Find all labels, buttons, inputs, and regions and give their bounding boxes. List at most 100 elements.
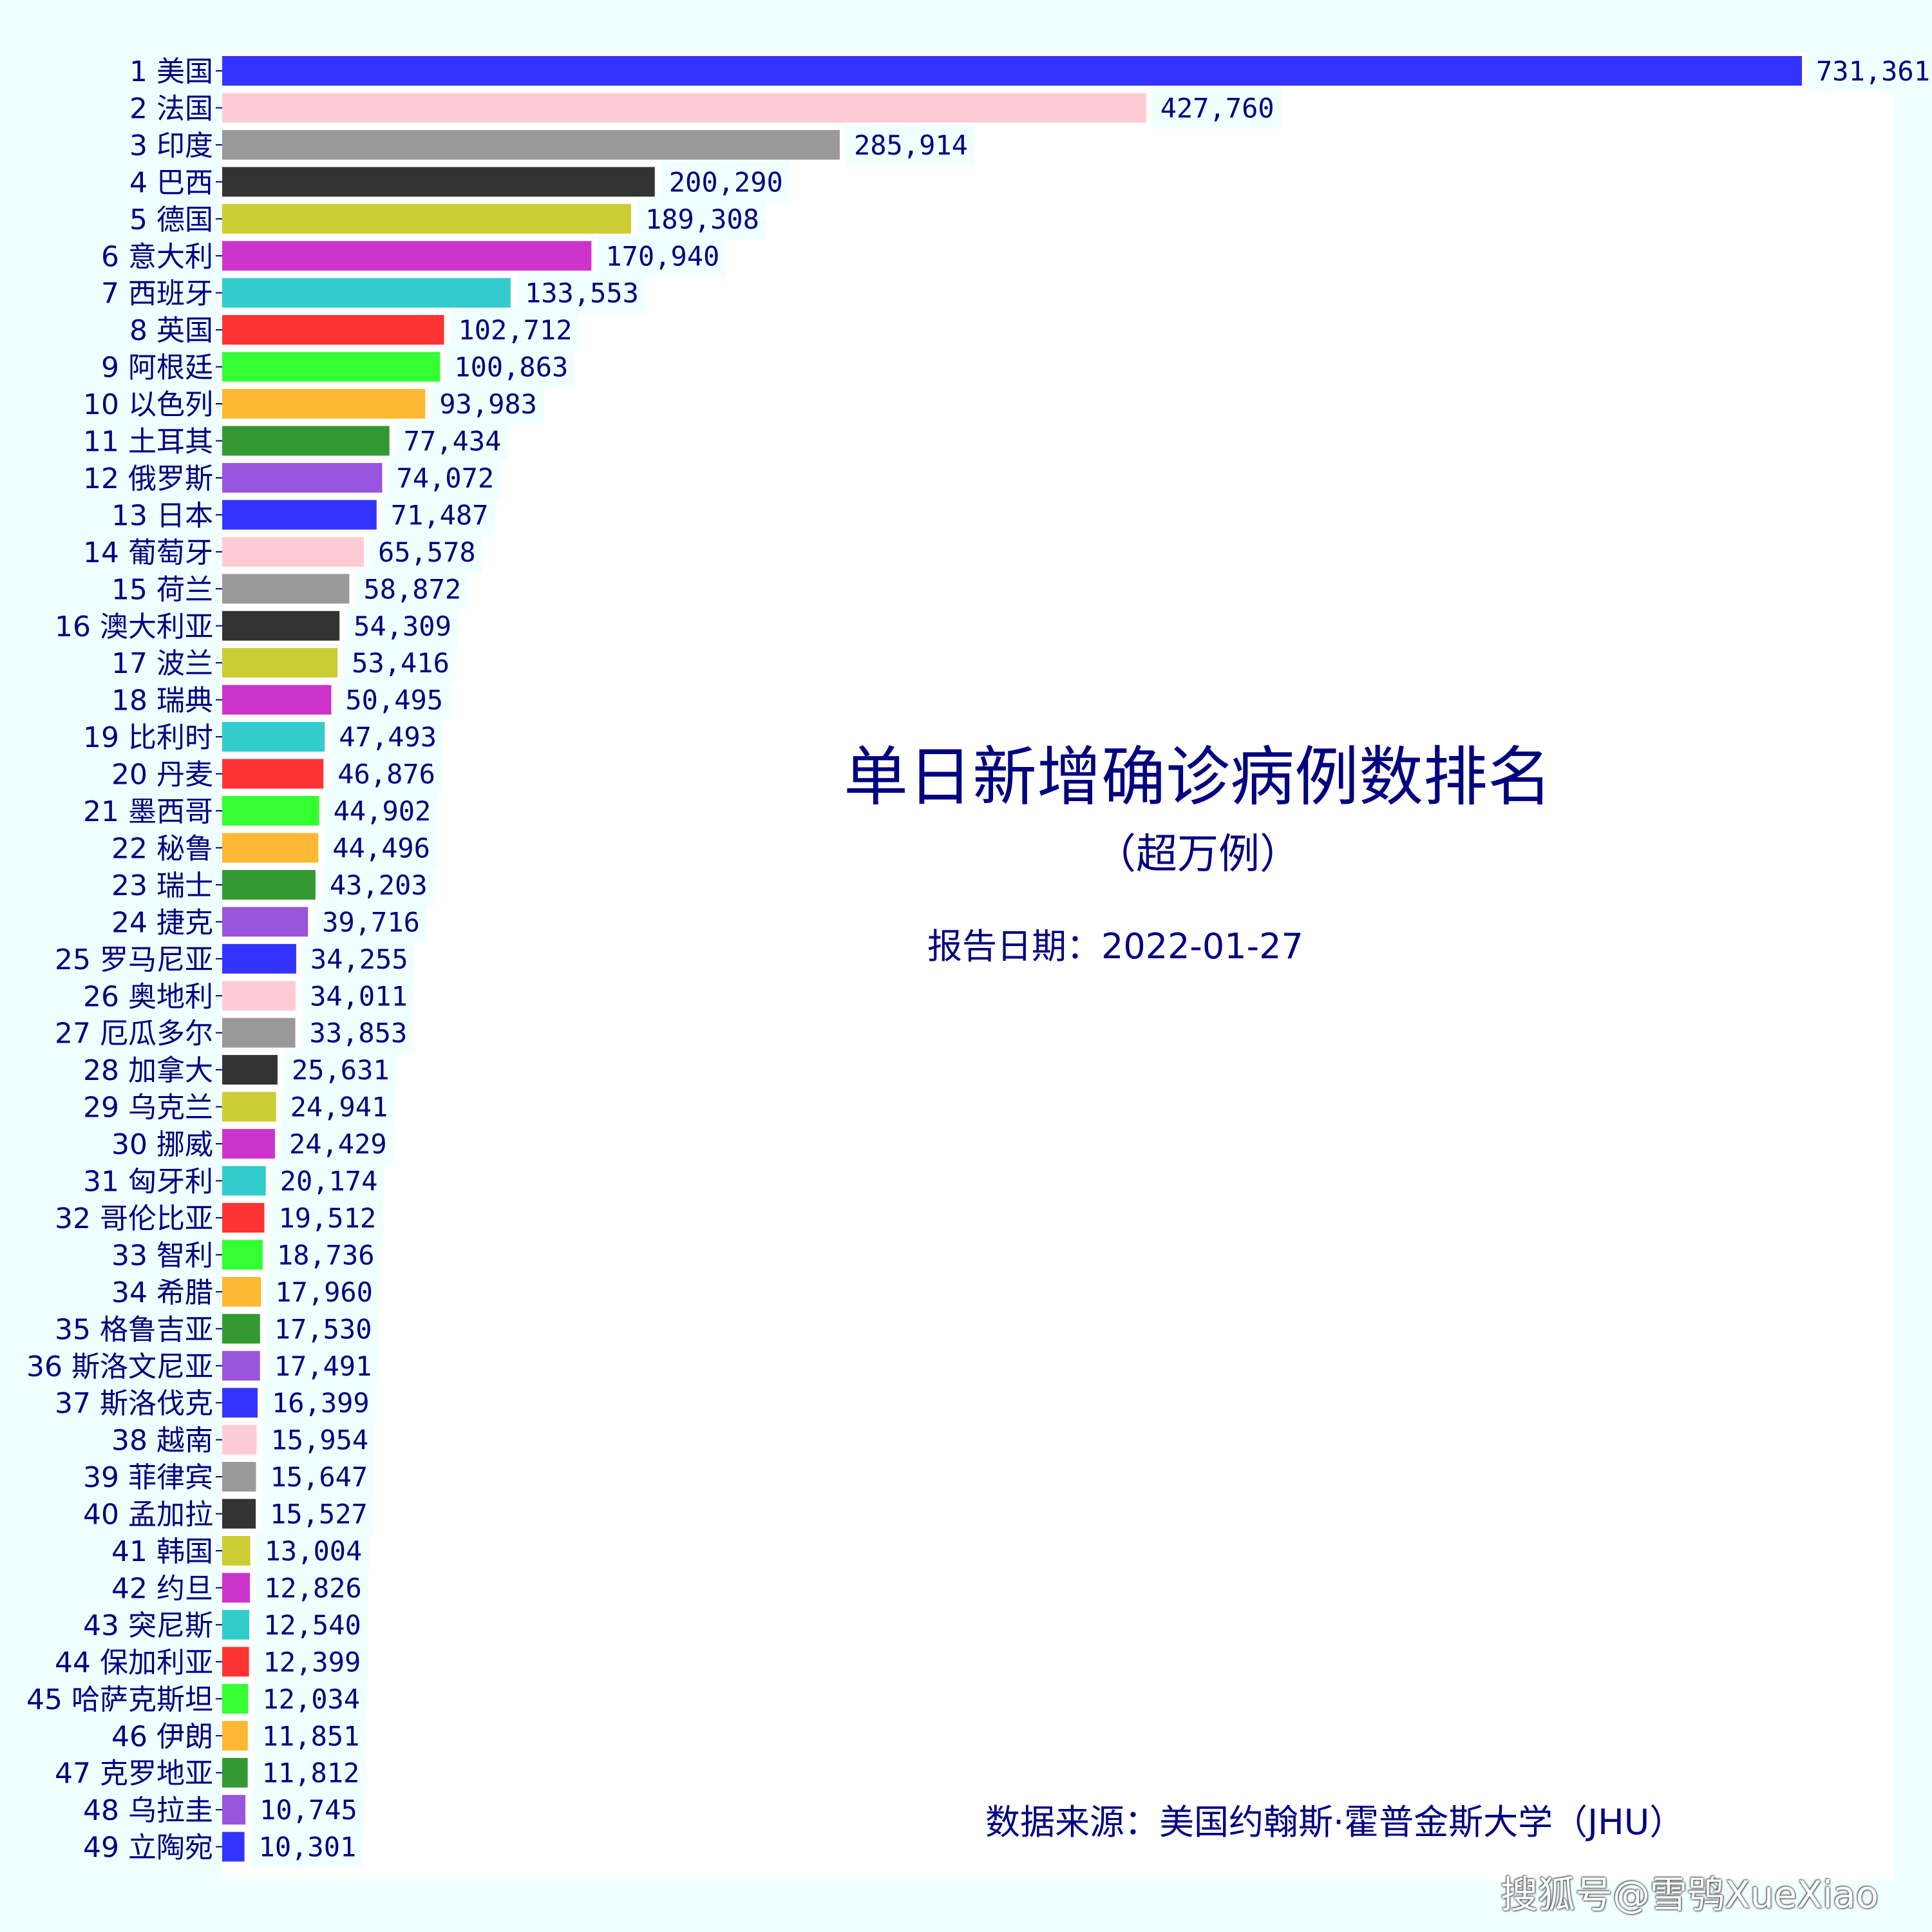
data-label: 53,416 xyxy=(352,647,450,679)
data-label-background xyxy=(325,827,437,869)
data-label: 100,863 xyxy=(454,352,568,383)
data-label-background xyxy=(661,161,790,203)
y-tick-label: 48 乌拉圭 xyxy=(83,1794,213,1827)
data-label: 19,512 xyxy=(278,1202,376,1234)
data-label-background xyxy=(263,1419,375,1461)
bar xyxy=(222,1795,246,1825)
bar xyxy=(222,1276,261,1307)
y-tick-label: 45 哈萨克斯坦 xyxy=(26,1683,213,1716)
bar xyxy=(222,352,440,382)
bar xyxy=(222,1721,248,1751)
data-label-background xyxy=(331,716,444,758)
bar xyxy=(222,943,296,974)
data-label-background xyxy=(346,605,459,647)
bar xyxy=(222,1055,278,1085)
data-label: 13,004 xyxy=(265,1535,363,1567)
data-label: 731,361 xyxy=(1816,55,1930,87)
data-label: 39,716 xyxy=(322,906,420,938)
data-label-background xyxy=(269,1234,381,1276)
data-label-background xyxy=(355,568,468,610)
y-tick-label: 10 以色列 xyxy=(83,388,213,421)
bar xyxy=(222,1388,258,1418)
bar xyxy=(222,907,308,937)
data-label-background xyxy=(337,679,450,721)
report-date: 报告日期：2022-01-27 xyxy=(927,918,1303,969)
data-label-background xyxy=(266,1345,379,1387)
y-tick-label: 16 澳大利亚 xyxy=(55,611,213,643)
data-label-background xyxy=(598,235,726,277)
data-label-background xyxy=(446,346,575,388)
data-label: 12,540 xyxy=(263,1609,361,1641)
y-tick-label: 22 秘鲁 xyxy=(111,832,213,865)
data-label-background xyxy=(267,1271,380,1312)
data-label-background xyxy=(272,1160,384,1202)
bar xyxy=(222,981,296,1011)
bar xyxy=(222,1425,257,1455)
bar xyxy=(222,1683,249,1714)
bar xyxy=(222,93,1146,123)
data-label: 189,308 xyxy=(645,204,759,235)
y-tick-label: 36 斯洛文尼亚 xyxy=(26,1350,213,1383)
bar xyxy=(222,500,377,530)
data-label: 24,429 xyxy=(289,1128,387,1160)
y-tick-label: 13 日本 xyxy=(111,499,213,532)
bar xyxy=(222,1647,249,1677)
bar xyxy=(222,1757,248,1788)
data-label-background xyxy=(256,1530,369,1571)
y-tick-label: 18 瑞典 xyxy=(111,685,213,717)
data-label: 47,493 xyxy=(339,721,437,753)
data-label: 15,647 xyxy=(270,1461,368,1493)
y-tick-label: 34 希腊 xyxy=(111,1276,213,1309)
data-label-background xyxy=(301,1012,414,1054)
y-tick-label: 3 印度 xyxy=(129,129,213,162)
data-label-background xyxy=(450,309,579,351)
bar xyxy=(222,204,631,234)
data-label: 15,527 xyxy=(270,1499,368,1530)
y-tick-label: 17 波兰 xyxy=(111,647,213,680)
y-tick-label: 46 伊朗 xyxy=(111,1720,213,1753)
bar xyxy=(222,685,332,715)
data-label: 34,011 xyxy=(310,980,408,1012)
y-tick-label: 7 西班牙 xyxy=(101,278,213,310)
bar xyxy=(222,56,1802,86)
data-label: 102,712 xyxy=(458,314,572,346)
data-label-background xyxy=(266,1308,379,1350)
data-label-background xyxy=(282,1086,395,1128)
y-tick-label: 11 土耳其 xyxy=(83,426,213,459)
data-label: 50,495 xyxy=(345,685,443,716)
y-tick-label: 14 葡萄牙 xyxy=(83,536,213,569)
data-label-background xyxy=(1152,87,1281,129)
bar xyxy=(222,722,325,752)
data-label: 77,434 xyxy=(404,426,502,457)
y-tick-label: 28 加拿大 xyxy=(83,1054,213,1087)
data-label-background xyxy=(262,1456,375,1498)
y-tick-label: 2 法国 xyxy=(129,92,213,125)
data-label: 285,914 xyxy=(854,129,968,161)
y-tick-label: 24 捷克 xyxy=(111,906,213,939)
y-tick-label: 25 罗马尼亚 xyxy=(55,943,213,976)
bar xyxy=(222,648,338,678)
data-label: 24,941 xyxy=(290,1092,388,1123)
data-label: 170,940 xyxy=(605,240,719,272)
data-label-background xyxy=(1808,50,1932,91)
bar xyxy=(222,833,319,863)
bar xyxy=(222,759,324,789)
bar xyxy=(222,129,840,160)
data-label-background xyxy=(270,1197,383,1238)
data-label-background xyxy=(344,642,457,684)
data-label-background xyxy=(281,1123,393,1165)
bar xyxy=(222,426,390,456)
y-tick-label: 33 智利 xyxy=(111,1239,213,1272)
y-tick-label: 38 越南 xyxy=(111,1425,213,1457)
bar xyxy=(222,869,316,900)
bar xyxy=(222,1202,265,1233)
data-label: 10,301 xyxy=(259,1832,357,1863)
chart-title: 单日新增确诊病例数排名 xyxy=(844,739,1552,815)
bar xyxy=(222,1314,260,1344)
bar xyxy=(222,536,364,567)
data-label: 12,399 xyxy=(263,1646,361,1678)
y-tick-label: 35 格鲁吉亚 xyxy=(55,1313,213,1346)
data-label-background xyxy=(254,1678,367,1719)
data-label: 58,872 xyxy=(363,573,461,605)
y-tick-label: 21 墨西哥 xyxy=(83,795,213,828)
